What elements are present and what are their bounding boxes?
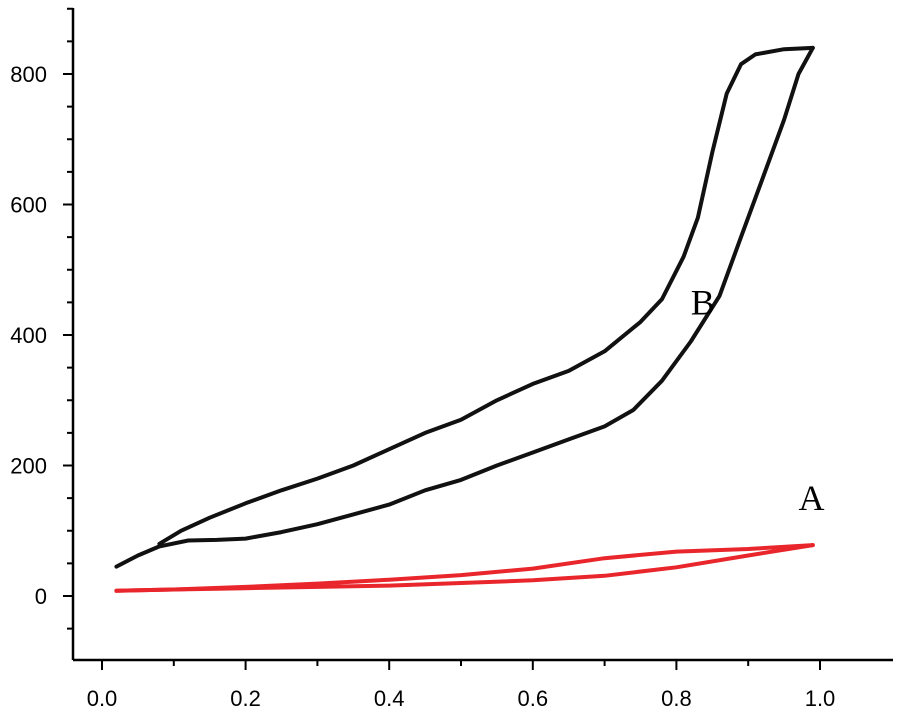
series-lines xyxy=(114,45,815,593)
x-tick-labels: 0.0 0.2 0.4 0.6 0.8 1.0 xyxy=(87,686,836,711)
series-a-label: A xyxy=(798,478,824,518)
series-b-adsorption-line xyxy=(114,45,815,569)
y-tick-labels: 0 200 400 600 800 xyxy=(10,62,47,609)
series-b-desorption-line xyxy=(157,45,815,546)
x-tick-label: 0.0 xyxy=(87,686,118,711)
series-a-desorption-line xyxy=(114,543,815,593)
x-tick-marks xyxy=(101,660,821,670)
y-tick-label: 0 xyxy=(35,584,47,609)
y-tick-label: 200 xyxy=(10,454,47,479)
y-tick-label: 600 xyxy=(10,193,47,218)
y-tick-marks xyxy=(63,7,73,630)
x-tick-label: 0.6 xyxy=(518,686,549,711)
x-tick-label: 0.4 xyxy=(374,686,405,711)
x-tick-label: 0.2 xyxy=(230,686,261,711)
y-tick-label: 800 xyxy=(10,62,47,87)
x-tick-label: 1.0 xyxy=(805,686,836,711)
x-tick-label: 0.8 xyxy=(661,686,692,711)
axes xyxy=(71,8,893,662)
series-labels: AB xyxy=(691,282,825,518)
series-b-label: B xyxy=(691,282,715,322)
y-tick-label: 400 xyxy=(10,323,47,348)
